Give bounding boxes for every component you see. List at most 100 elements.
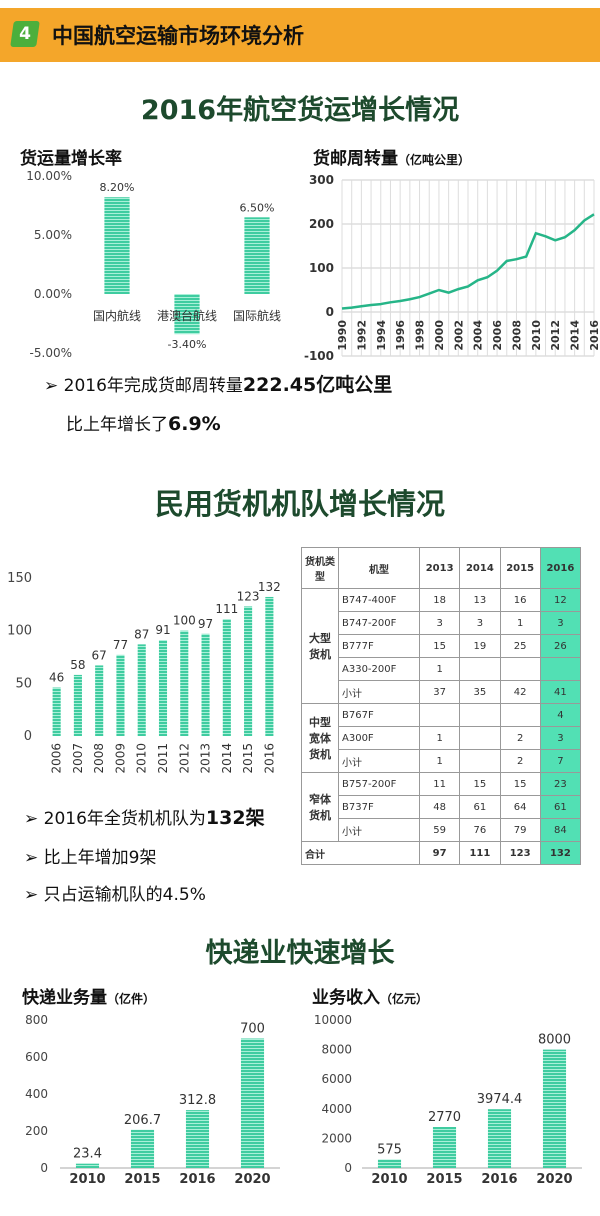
data-label: 67 bbox=[92, 648, 107, 662]
x-tick-label: 2016 bbox=[588, 320, 600, 351]
y-tick-label: 400 bbox=[25, 1087, 48, 1101]
data-label: 575 bbox=[377, 1142, 402, 1157]
data-label: 23.4 bbox=[73, 1147, 102, 1162]
bullet-marker: ➢ bbox=[24, 809, 44, 829]
bullet-marker: ➢ bbox=[44, 376, 64, 396]
y-tick-label: -5.00% bbox=[30, 346, 72, 360]
x-tick-label: 2002 bbox=[452, 320, 465, 351]
category-label: 国内航线 bbox=[93, 308, 141, 323]
total-label-cell: 合计 bbox=[301, 841, 420, 865]
category-label: 2009 bbox=[113, 743, 127, 774]
bar bbox=[95, 665, 104, 736]
y-tick-label: 100 bbox=[309, 261, 334, 275]
bar bbox=[104, 197, 130, 294]
bar bbox=[158, 640, 168, 736]
model-cell: A300F bbox=[338, 726, 420, 750]
x-tick-label: 2010 bbox=[530, 320, 543, 351]
value-cell: 84 bbox=[539, 818, 582, 842]
bar bbox=[130, 1129, 155, 1168]
table-header-cell: 2015 bbox=[499, 547, 541, 589]
bullet-fleet-share-text: 只占运输机队的4.5% bbox=[43, 885, 206, 905]
value-cell: 11 bbox=[418, 772, 461, 796]
category-label: 2016 bbox=[179, 1172, 215, 1187]
table-total-row: 合计 97 111 123 132 bbox=[301, 841, 582, 865]
total-value-cell: 132 bbox=[539, 841, 582, 865]
data-label: 123 bbox=[237, 589, 260, 603]
turnover-line-chart: -100 0 100 200 300 1990 1992 1994 1996 1998 2000 20… bbox=[304, 173, 600, 363]
y-tick-label: 0 bbox=[24, 729, 32, 744]
bullet-growth: 比上年增长了6.9% bbox=[66, 410, 221, 435]
section-title-express: 快递业快速增长 bbox=[205, 938, 395, 969]
turnover-chart-title: 货邮周转量（亿吨公里） bbox=[313, 144, 470, 169]
model-cell: B747-400F bbox=[338, 588, 420, 612]
data-label: 111 bbox=[215, 602, 238, 616]
bullet-fleet-size: ➢ 2016年全货机机队为132架 bbox=[24, 803, 265, 830]
table-header-cell: 2016 bbox=[539, 547, 582, 589]
aircraft-type-cell: 窄体货机 bbox=[301, 772, 339, 842]
model-cell: A330-200F bbox=[338, 657, 420, 681]
value-cell: 4 bbox=[539, 703, 582, 727]
value-cell: 1 bbox=[418, 726, 461, 750]
y-tick-label: 0.00% bbox=[34, 287, 72, 301]
data-label: 700 bbox=[240, 1022, 265, 1037]
model-cell: 小计 bbox=[338, 818, 420, 842]
table-row: 小计 59 76 79 84 bbox=[302, 818, 582, 842]
value-cell: 15 bbox=[418, 634, 461, 658]
model-cell: 小计 bbox=[338, 749, 420, 773]
table-row: A300F 1 2 3 bbox=[302, 726, 582, 750]
x-tick-label: 1990 bbox=[336, 320, 349, 351]
aircraft-type-cell: 中型宽体货机 bbox=[301, 703, 339, 773]
y-tick-label: 0 bbox=[40, 1161, 48, 1175]
y-tick-label: 200 bbox=[309, 217, 334, 231]
table-row: B747-200F 3 3 1 3 bbox=[302, 611, 582, 635]
value-cell bbox=[499, 703, 541, 727]
value-cell: 1 bbox=[418, 749, 461, 773]
y-tick-label: -100 bbox=[304, 349, 334, 363]
section-badge: 4 bbox=[10, 21, 40, 47]
category-label: 2016 bbox=[262, 743, 276, 774]
bullet-turnover-value: 222.45亿吨公里 bbox=[242, 374, 393, 396]
value-cell: 23 bbox=[539, 772, 582, 796]
value-cell: 41 bbox=[539, 680, 582, 704]
y-tick-label: 0 bbox=[344, 1161, 352, 1175]
bar bbox=[377, 1159, 402, 1168]
value-cell bbox=[459, 726, 501, 750]
growth-rate-chart: -5.00% 0.00% 5.00% 10.00% 8.20% 国内航线 -3.40% 港澳台… bbox=[26, 169, 281, 360]
y-tick-label: 6000 bbox=[321, 1072, 352, 1086]
bar bbox=[180, 630, 189, 736]
value-cell: 42 bbox=[499, 680, 541, 704]
section-badge-number: 4 bbox=[19, 24, 31, 44]
category-label: 2012 bbox=[177, 743, 191, 774]
aircraft-type-cell: 大型货机 bbox=[301, 588, 339, 704]
y-tick-label: 5.00% bbox=[34, 228, 72, 242]
value-cell: 19 bbox=[459, 634, 501, 658]
series-line bbox=[341, 213, 595, 310]
data-label: -3.40% bbox=[168, 338, 207, 351]
y-tick-label: 8000 bbox=[321, 1043, 352, 1057]
data-label: 2770 bbox=[428, 1110, 461, 1125]
table-row: 小计 1 2 7 bbox=[302, 749, 582, 773]
y-tick-label: 800 bbox=[25, 1013, 48, 1027]
data-label: 8000 bbox=[538, 1033, 571, 1048]
section-title-fleet: 民用货机机队增长情况 bbox=[154, 487, 445, 521]
value-cell: 3 bbox=[539, 726, 582, 750]
y-tick-label: 100 bbox=[7, 624, 32, 639]
x-tick-label: 2000 bbox=[433, 320, 446, 351]
bullet-marker: ➢ bbox=[24, 848, 44, 868]
y-tick-label: 150 bbox=[7, 571, 32, 586]
bar bbox=[137, 644, 146, 736]
value-cell: 61 bbox=[459, 795, 501, 819]
category-label: 2008 bbox=[92, 743, 106, 774]
bullet-fleet-increase-text: 比上年增加9架 bbox=[43, 848, 157, 868]
revenue-title-unit: （亿元） bbox=[380, 992, 429, 1006]
value-cell: 16 bbox=[499, 588, 541, 612]
value-cell: 13 bbox=[459, 588, 501, 612]
value-cell: 3 bbox=[459, 611, 501, 635]
value-cell bbox=[459, 749, 501, 773]
bar bbox=[244, 217, 270, 294]
fleet-bar-chart: 0 50 100 150 46 2006 58 2007 67 2008 77 2009 87 2010 9… bbox=[7, 571, 281, 774]
data-label: 91 bbox=[155, 623, 170, 637]
value-cell: 2 bbox=[499, 749, 541, 773]
category-label: 2006 bbox=[50, 743, 64, 774]
y-tick-label: 4000 bbox=[321, 1102, 352, 1116]
